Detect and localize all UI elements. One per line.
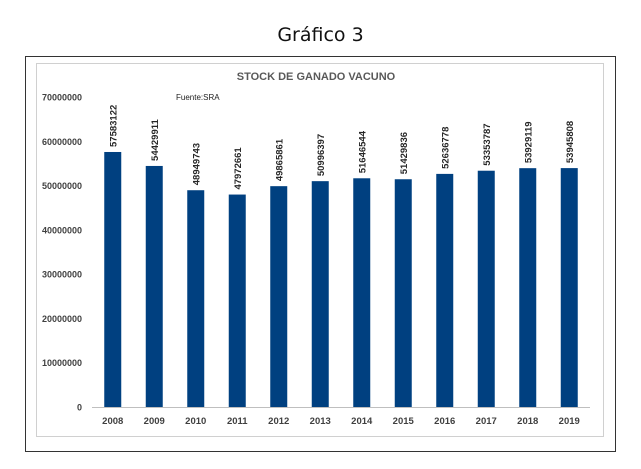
bar [560,168,578,407]
bar [477,170,495,407]
value-labels: 57583122 54429911 48949743 47972661 49865861… [108,105,576,190]
y-tick-label: 30000000 [42,270,82,280]
bar-value-label: 51429836 [399,132,410,174]
bar-value-label: 49865861 [274,138,285,181]
bar [145,165,163,407]
x-tick-label: 2014 [351,416,373,427]
y-tick-label: 70000000 [42,93,82,103]
bar-value-label: 50996397 [316,134,327,176]
x-tick-label: 2016 [434,416,455,427]
y-tick-label: 40000000 [42,225,82,235]
bar [270,186,288,407]
y-tick-label: 10000000 [42,358,82,368]
chart-area-border [36,63,604,437]
page-heading: Gráfico 3 [277,24,364,46]
x-tick-label: 2013 [310,416,331,427]
y-axis: 0 10000000 20000000 30000000 40000000 5000000… [42,93,82,413]
bar [394,179,412,407]
y-tick-label: 60000000 [42,137,82,147]
bar-value-label: 48949743 [191,143,202,185]
x-tick-label: 2019 [559,416,580,427]
bar [311,181,329,407]
x-axis: 2008 2009 2010 2011 2012 2013 2014 2015 2016 2017… [102,416,580,427]
bar [104,151,122,407]
x-tick-label: 2008 [102,416,123,427]
y-tick-label: 0 [77,403,82,413]
bar-value-label: 57583122 [108,105,119,147]
bar-value-label: 54429911 [150,118,161,160]
x-tick-label: 2017 [476,416,497,427]
x-tick-label: 2010 [185,416,206,427]
y-tick-label: 20000000 [42,314,82,324]
bar-value-label: 53929119 [523,121,534,163]
bar-value-label: 53353787 [482,123,493,165]
x-tick-label: 2011 [227,416,248,427]
source-note: Fuente:SRA [176,93,220,102]
bar [353,178,371,407]
chart-title: STOCK DE GANADO VACUNO [237,71,396,83]
x-tick-label: 2009 [144,416,165,427]
bar-value-label: 47972661 [233,147,244,190]
bars [104,151,578,407]
bar-value-label: 52636778 [440,127,451,169]
bar [436,173,454,407]
y-tick-label: 50000000 [42,181,82,191]
bar-value-label: 53945808 [565,121,576,163]
bar-value-label: 51646544 [357,130,368,173]
bar [228,194,246,407]
x-tick-label: 2018 [517,416,538,427]
bar [519,168,537,407]
x-tick-label: 2015 [393,416,415,427]
x-tick-label: 2012 [268,416,289,427]
bar [187,190,205,407]
